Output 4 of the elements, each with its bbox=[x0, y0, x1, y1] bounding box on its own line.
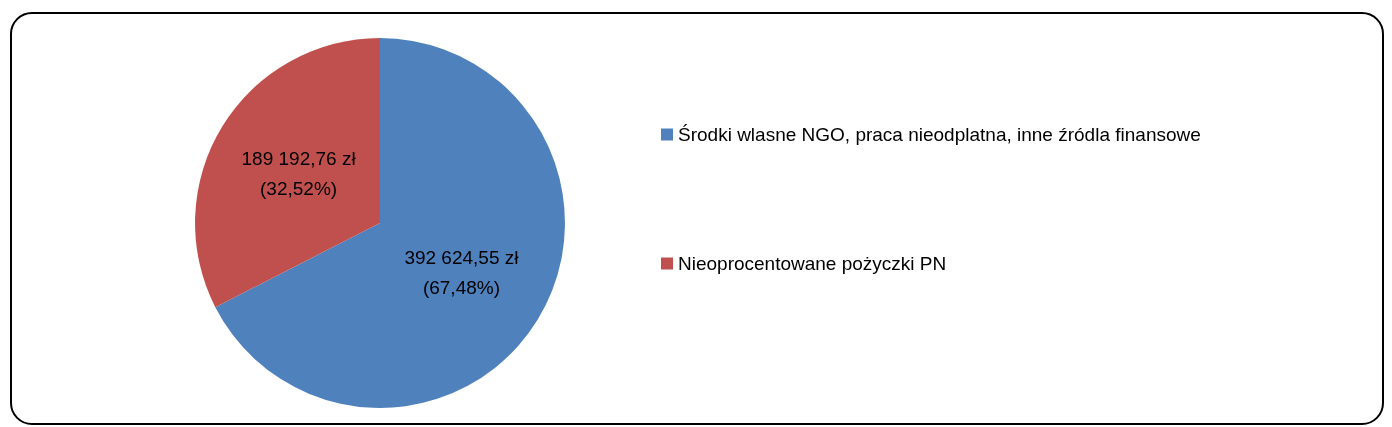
legend-label: Środki wlasne NGO, praca nieodplatna, inne źródla finansowe bbox=[678, 124, 1201, 145]
data-label: 392 624,55 zł (67,48%) bbox=[404, 247, 520, 299]
data-label: 189 192,76 zł (32,52%) bbox=[241, 147, 357, 199]
legend-label: Nieoprocentowane pożyczki PN bbox=[678, 253, 947, 274]
